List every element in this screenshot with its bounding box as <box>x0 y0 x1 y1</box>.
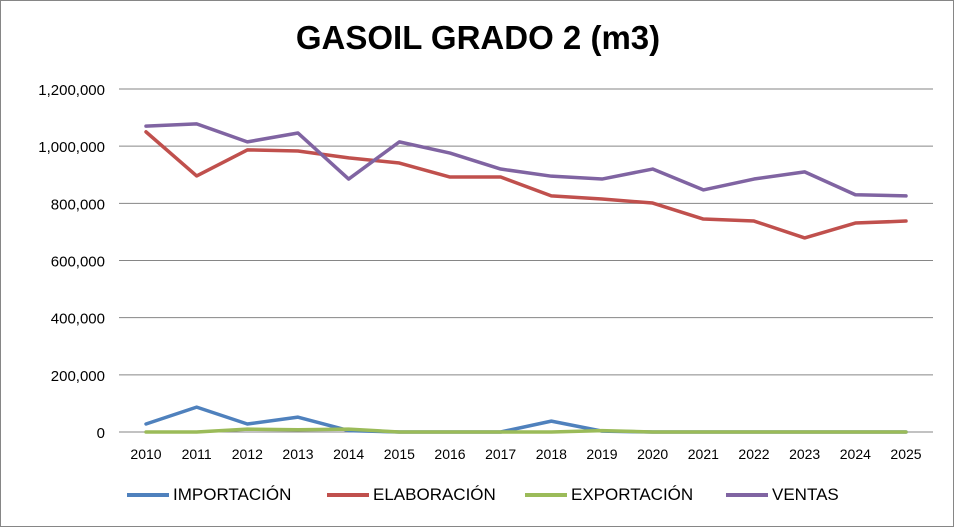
y-tick-label: 0 <box>97 425 105 442</box>
legend-item: EXPORTACIÓN <box>525 485 693 505</box>
x-tick-label: 2025 <box>890 446 921 462</box>
legend-swatch <box>127 493 169 497</box>
x-tick-label: 2023 <box>789 446 820 462</box>
legend-label: IMPORTACIÓN <box>173 485 291 505</box>
x-tick-label: 2015 <box>384 446 415 462</box>
x-tick-label: 2013 <box>282 446 313 462</box>
x-tick-label: 2010 <box>130 446 161 462</box>
series-line-elaboración <box>146 132 906 238</box>
x-tick-label: 2019 <box>586 446 617 462</box>
legend-label: EXPORTACIÓN <box>571 485 693 505</box>
legend-swatch <box>525 493 567 497</box>
x-tick-label: 2011 <box>182 446 212 462</box>
y-tick-label: 200,000 <box>51 368 105 385</box>
y-tick-label: 800,000 <box>51 196 105 213</box>
x-tick-label: 2024 <box>840 446 871 462</box>
x-tick-label: 2017 <box>485 446 516 462</box>
x-tick-label: 2021 <box>688 446 719 462</box>
y-tick-label: 600,000 <box>51 254 105 271</box>
legend-item: ELABORACIÓN <box>327 485 496 505</box>
x-tick-label: 2012 <box>232 446 263 462</box>
legend-label: ELABORACIÓN <box>373 485 496 505</box>
x-tick-label: 2018 <box>536 446 567 462</box>
legend-item: VENTAS <box>726 485 839 505</box>
y-tick-label: 400,000 <box>51 311 105 328</box>
x-tick-label: 2020 <box>637 446 668 462</box>
y-tick-label: 1,200,000 <box>38 82 105 99</box>
x-tick-label: 2014 <box>333 446 364 462</box>
x-tick-label: 2022 <box>738 446 769 462</box>
x-tick-label: 2016 <box>434 446 465 462</box>
legend-swatch <box>327 493 369 497</box>
legend-swatch <box>726 493 768 497</box>
y-tick-label: 1,000,000 <box>38 139 105 156</box>
legend-label: VENTAS <box>772 485 839 505</box>
legend-item: IMPORTACIÓN <box>127 485 291 505</box>
